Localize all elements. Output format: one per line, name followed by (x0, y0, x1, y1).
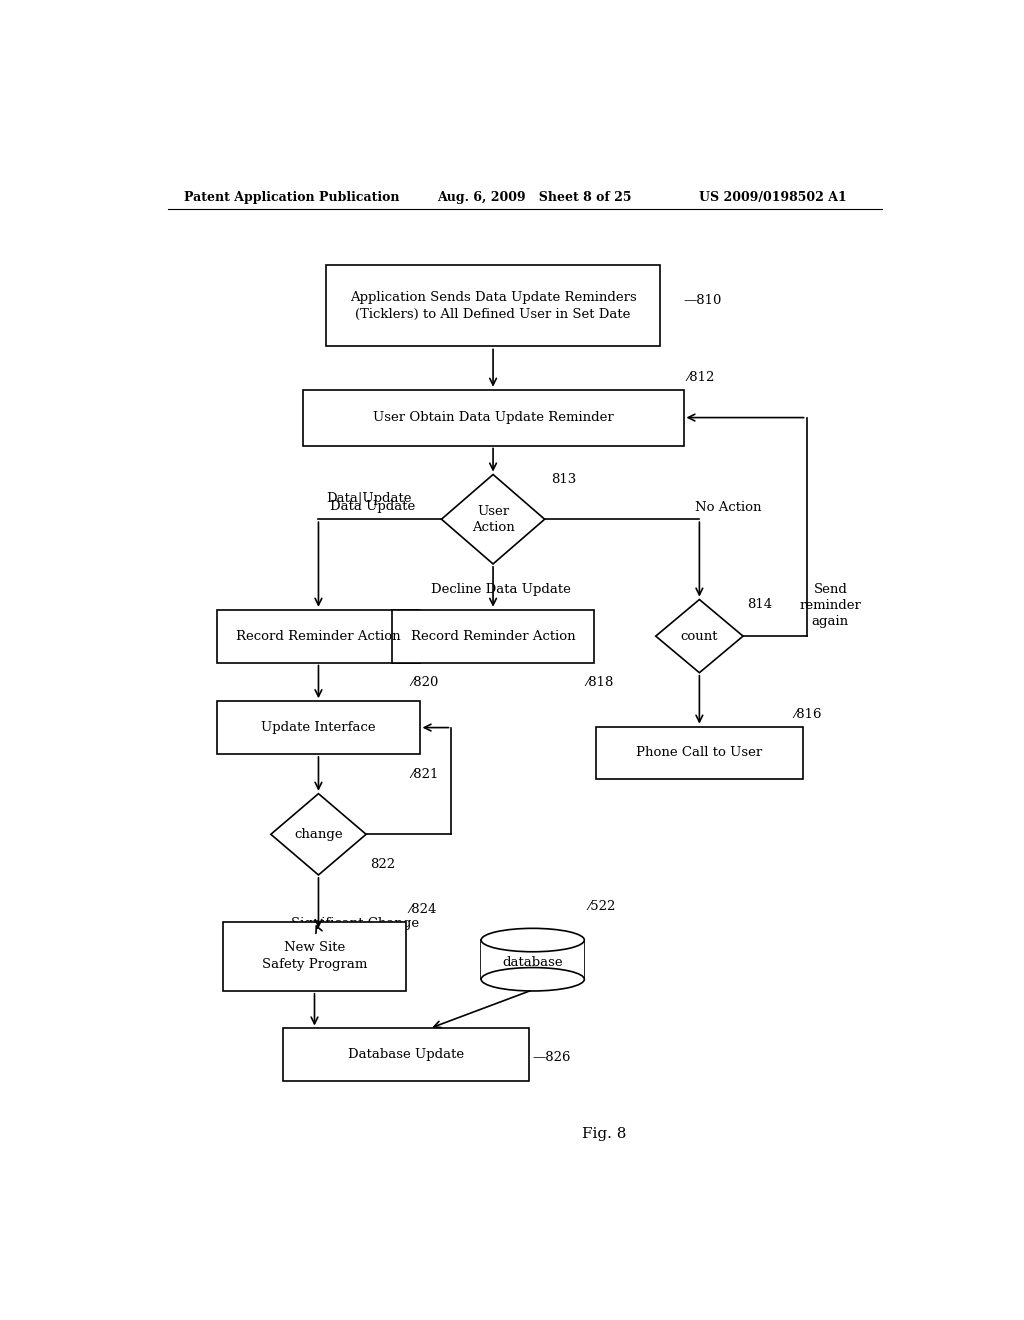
Text: Phone Call to User: Phone Call to User (636, 747, 763, 759)
Text: Patent Application Publication: Patent Application Publication (183, 190, 399, 203)
Polygon shape (655, 599, 743, 673)
Text: Database Update: Database Update (348, 1048, 464, 1061)
Text: ⁄522: ⁄522 (588, 900, 615, 913)
Text: Data Update: Data Update (331, 499, 416, 512)
Bar (596, 726, 803, 779)
Text: 822: 822 (370, 858, 395, 871)
Text: Aug. 6, 2009   Sheet 8 of 25: Aug. 6, 2009 Sheet 8 of 25 (437, 190, 632, 203)
Bar (283, 1028, 528, 1081)
Text: Significant Change: Significant Change (291, 917, 419, 931)
Text: User Obtain Data Update Reminder: User Obtain Data Update Reminder (373, 411, 613, 424)
Text: 814: 814 (748, 598, 772, 611)
Text: User
Action: User Action (472, 504, 514, 533)
Text: —826: —826 (532, 1052, 571, 1064)
Text: Fig. 8: Fig. 8 (582, 1127, 627, 1142)
Text: Data|Update: Data|Update (327, 492, 412, 506)
Text: ⁄820: ⁄820 (412, 676, 439, 689)
Text: Decline Data Update: Decline Data Update (431, 583, 571, 595)
Text: Record Reminder Action: Record Reminder Action (237, 630, 400, 643)
Ellipse shape (481, 968, 585, 991)
Text: count: count (681, 630, 718, 643)
Text: ⁄821: ⁄821 (412, 768, 439, 781)
Text: change: change (294, 828, 343, 841)
Polygon shape (441, 474, 545, 564)
Bar (217, 610, 420, 663)
Text: Update Interface: Update Interface (261, 721, 376, 734)
Bar (223, 921, 406, 991)
Text: ⁄812: ⁄812 (687, 371, 715, 384)
Bar (327, 265, 659, 346)
Text: ⁄824: ⁄824 (410, 903, 437, 916)
Bar (481, 940, 585, 979)
Text: No Action: No Action (695, 500, 762, 513)
Text: 813: 813 (551, 473, 577, 486)
Ellipse shape (481, 928, 585, 952)
Text: ⁄818: ⁄818 (587, 676, 613, 689)
Bar (303, 389, 684, 446)
Text: Application Sends Data Update Reminders
(Ticklers) to All Defined User in Set Da: Application Sends Data Update Reminders … (349, 290, 637, 321)
Text: US 2009/0198502 A1: US 2009/0198502 A1 (699, 190, 847, 203)
Text: Send
reminder
again: Send reminder again (800, 583, 861, 628)
Text: database: database (503, 956, 563, 969)
Bar (217, 701, 420, 754)
Polygon shape (270, 793, 367, 875)
Bar (392, 610, 594, 663)
Text: Record Reminder Action: Record Reminder Action (411, 630, 575, 643)
Text: New Site
Safety Program: New Site Safety Program (262, 941, 368, 972)
Text: ⁄816: ⁄816 (795, 708, 822, 721)
Text: —810: —810 (684, 294, 722, 308)
